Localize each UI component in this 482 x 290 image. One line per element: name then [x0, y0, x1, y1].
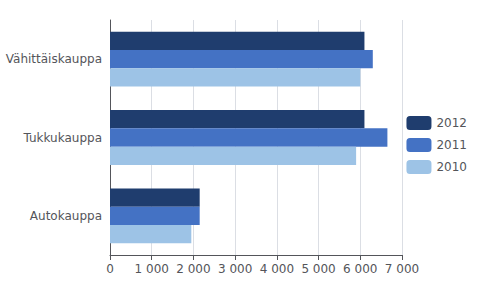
svg-text:6 000: 6 000	[343, 262, 377, 276]
svg-text:0: 0	[106, 262, 114, 276]
svg-text:7 000: 7 000	[385, 262, 419, 276]
svg-text:1 000: 1 000	[135, 262, 169, 276]
svg-text:2011: 2011	[436, 138, 467, 152]
svg-text:2012: 2012	[436, 116, 467, 130]
svg-text:5 000: 5 000	[301, 262, 335, 276]
svg-text:2 000: 2 000	[176, 262, 210, 276]
svg-text:4 000: 4 000	[260, 262, 294, 276]
svg-text:2010: 2010	[436, 160, 467, 174]
svg-text:Autokauppa: Autokauppa	[30, 209, 102, 223]
svg-text:Tukkukauppa: Tukkukauppa	[22, 131, 102, 145]
svg-text:3 000: 3 000	[218, 262, 252, 276]
svg-text:Vähittäiskauppa: Vähittäiskauppa	[6, 52, 102, 66]
